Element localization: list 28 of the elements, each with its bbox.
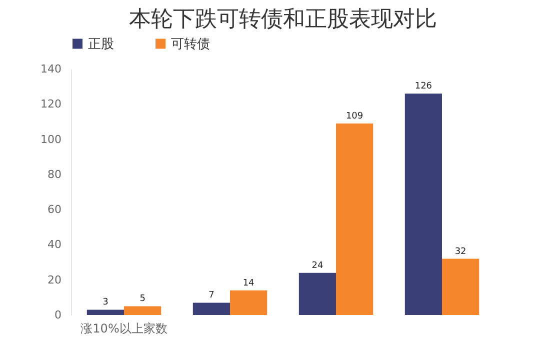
y-tick-label: 0: [54, 308, 62, 322]
y-tick-label: 60: [48, 203, 62, 216]
bar: [86, 310, 124, 315]
y-tick-label: 100: [40, 132, 62, 146]
bar: [442, 258, 480, 315]
legend-label: 可转债: [171, 36, 210, 52]
y-tick-label: 80: [48, 168, 62, 181]
bar: [336, 123, 374, 315]
legend-label: 正股: [88, 36, 114, 52]
y-tick-label: 120: [40, 98, 62, 111]
y-tick-label: 140: [40, 62, 62, 76]
data-label: 5: [140, 294, 146, 304]
data-label: 126: [414, 82, 432, 92]
bar: [124, 306, 162, 315]
data-label: 109: [346, 111, 364, 122]
data-label: 32: [454, 246, 466, 257]
data-label: 3: [102, 298, 108, 308]
bar: [298, 272, 336, 315]
bar: [404, 94, 442, 315]
data-label: 14: [242, 278, 255, 288]
data-label: 7: [208, 290, 214, 301]
bar: [192, 302, 230, 315]
y-tick-label: 20: [48, 273, 62, 286]
chart-title: 本轮下跌可转债和正股表现对比: [129, 7, 437, 32]
data-label: 24: [312, 260, 324, 271]
bar: [230, 290, 268, 315]
y-tick-label: 40: [48, 238, 62, 252]
x-tick-label: 涨10%以上家数: [80, 322, 168, 336]
